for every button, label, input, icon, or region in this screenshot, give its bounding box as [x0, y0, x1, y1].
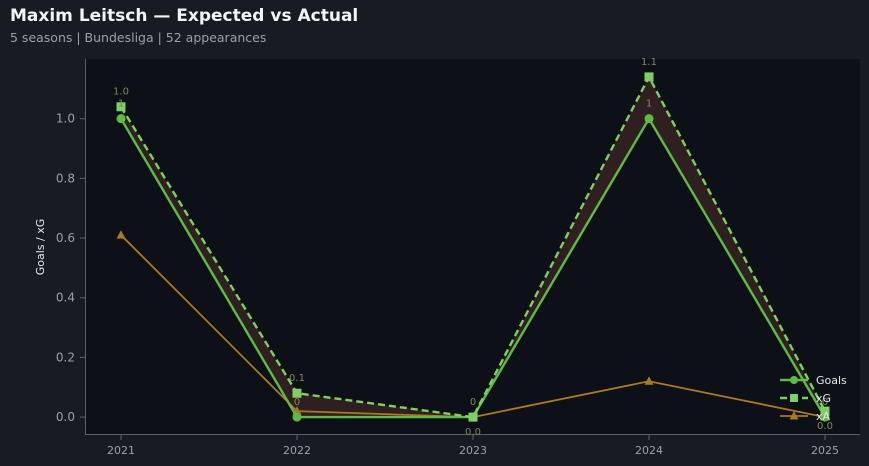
legend-item-xg: xG [780, 392, 831, 405]
xg-point [820, 406, 830, 416]
xg-data-label: 1.1 [641, 57, 657, 68]
goals-point [644, 114, 654, 124]
x-ticks: 2021 2022 2023 2024 2025 [107, 435, 839, 457]
goals-data-label: 0 [822, 397, 828, 408]
goals-data-label: 1 [118, 99, 124, 110]
xg-point [292, 388, 302, 398]
y-tick-label: 0.6 [56, 231, 75, 245]
xg-line [119, 75, 827, 419]
xg-point [116, 102, 126, 112]
x-tick-label: 2024 [635, 444, 663, 457]
x-tick-label: 2022 [283, 444, 311, 457]
xg-point [468, 412, 478, 422]
legend-label: Goals [816, 374, 847, 387]
xa-point [789, 411, 799, 420]
y-axis-label: Goals / xG [34, 219, 47, 276]
xa-point [644, 376, 654, 385]
y-tick-label: 0.0 [56, 410, 75, 424]
goals-data-label: 0 [294, 397, 300, 408]
xg-data-label: 0.0 [465, 427, 481, 438]
xg-point [790, 394, 798, 402]
series-lines [116, 72, 830, 422]
y-tick-label: 0.2 [56, 350, 75, 364]
goals-point [116, 114, 126, 124]
x-tick-label: 2023 [459, 444, 487, 457]
xg-point [644, 72, 654, 82]
x-tick-label: 2025 [811, 444, 839, 457]
y-tick-label: 0.8 [56, 171, 75, 185]
chart-title: Maxim Leitsch — Expected vs Actual [10, 6, 359, 26]
legend: Goals xG xA [780, 374, 847, 423]
data-labels: 1.0 0.1 0.0 1.1 0.0 1 0 0 1 0 [113, 57, 833, 438]
xg-data-label: 0.0 [817, 421, 833, 432]
y-tick-label: 1.0 [56, 112, 75, 126]
xg-data-label: 0.1 [289, 373, 305, 384]
y-ticks: 0.0 0.2 0.4 0.6 0.8 1.0 [56, 112, 85, 424]
xg-data-label: 1.0 [113, 87, 129, 98]
xa-point [116, 230, 126, 239]
legend-label: xG [816, 392, 831, 405]
legend-item-xa: xA [780, 410, 831, 423]
goals-data-label: 1 [646, 99, 652, 110]
x-tick-label: 2021 [107, 444, 135, 457]
goals-point [292, 412, 302, 422]
legend-label: xA [816, 410, 831, 423]
goals-data-label: 0 [470, 397, 476, 408]
y-tick-label: 0.4 [56, 291, 75, 305]
goals-point [790, 376, 798, 384]
series-xg [116, 72, 830, 422]
legend-item-goals: Goals [780, 374, 847, 387]
chart-subtitle: 5 seasons | Bundesliga | 52 appearances [10, 30, 267, 45]
